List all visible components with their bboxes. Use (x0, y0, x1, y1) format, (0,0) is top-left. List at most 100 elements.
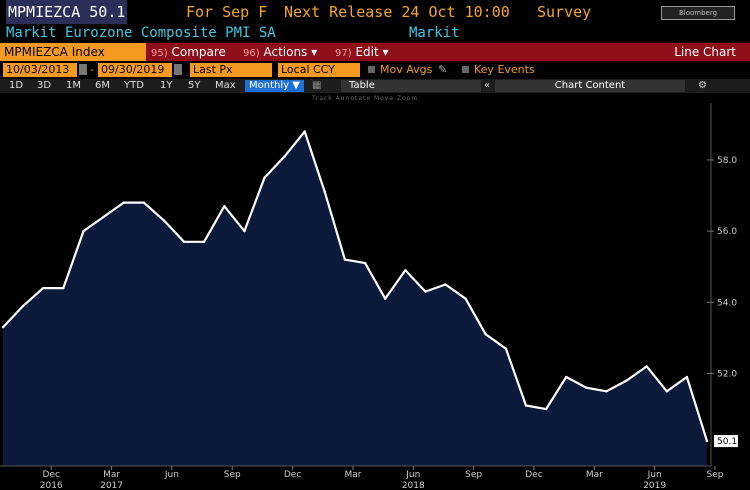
data-point (705, 439, 709, 443)
tab-3d[interactable]: 3D (37, 80, 52, 91)
data-point (625, 379, 628, 382)
chart-tool-labels: Track Annotate Move Zoom (312, 95, 419, 102)
chart-content-button[interactable]: Chart Content (495, 80, 685, 92)
price-field-select[interactable]: Last Px (190, 63, 272, 77)
edit-button[interactable]: 97) Edit ▾ (335, 43, 389, 63)
actions-button[interactable]: 96) Actions ▾ (243, 43, 317, 63)
start-date-field[interactable]: 10/03/2013 (3, 63, 77, 77)
actions-shortcut: 96) (243, 48, 260, 59)
edit-shortcut: 97) (335, 48, 352, 59)
plot-area (0, 103, 750, 490)
security-header: MPMIEZCA 50.1 For Sep F Next Release 24 … (0, 0, 750, 24)
data-point (484, 333, 487, 336)
y-tick-label: 58.0 (717, 156, 737, 166)
x-tick-label: Jun (647, 470, 662, 480)
tab-max[interactable]: Max (215, 80, 236, 91)
compare-shortcut: 95) (151, 48, 168, 59)
y-tick-label: 52.0 (717, 369, 737, 379)
data-point (142, 201, 145, 204)
table-button[interactable]: Table (341, 80, 481, 92)
x-tick-label: Mar (103, 470, 120, 480)
data-point (363, 261, 367, 265)
tab-5y[interactable]: 5Y (188, 80, 201, 91)
x-tick-label: Dec (525, 470, 542, 480)
axes: 52.0 54.0 56.0 58.0 50.1 Dec Mar Jun Sep Dec Mar Ju… (0, 103, 738, 490)
ticker-last-value: MPMIEZCA 50.1 (6, 0, 128, 24)
x-tick-label: Dec (43, 470, 60, 480)
data-point (565, 375, 568, 379)
y-tick-label: 56.0 (717, 227, 737, 237)
data-point (384, 297, 387, 300)
chart-tool-strip: Track Annotate Move Zoom (0, 93, 750, 103)
last-value-label: 50.1 (717, 437, 737, 447)
end-calendar-icon[interactable] (174, 64, 182, 75)
for-period: For Sep F (186, 3, 268, 21)
x-year-label: 2016 (40, 481, 63, 490)
x-tick-label: Dec (284, 470, 301, 480)
gear-icon[interactable]: ⚙ (698, 80, 707, 91)
data-point (544, 407, 548, 411)
survey-label: Survey (537, 3, 592, 21)
date-range-controls: 10/03/2013 - 09/30/2019 Last Px Local CC… (0, 62, 750, 78)
bloomberg-logo: Bloomberg (661, 6, 735, 20)
data-point (343, 258, 347, 261)
key-events-checkbox[interactable] (462, 66, 469, 73)
tab-1y[interactable]: 1Y (160, 80, 173, 91)
start-calendar-icon[interactable] (79, 64, 87, 75)
x-tick-label: Sep (707, 470, 724, 480)
data-point (62, 286, 65, 290)
data-point (303, 130, 306, 133)
end-date-field[interactable]: 09/30/2019 (98, 63, 172, 77)
data-point (42, 286, 45, 290)
data-point (444, 283, 447, 286)
x-tick-label: Mar (344, 470, 361, 480)
data-point (424, 290, 427, 293)
date-separator: - (90, 63, 94, 76)
security-description-row: Markit Eurozone Composite PMI SA Markit (0, 23, 750, 43)
last-value-box (714, 435, 738, 448)
data-point (665, 390, 668, 393)
collapse-icon[interactable]: « (484, 80, 491, 91)
table-label: Table (349, 80, 375, 91)
data-point (504, 347, 508, 350)
x-tick-label: Sep (465, 470, 482, 480)
x-tick-label: Jun (405, 470, 420, 480)
data-point (524, 404, 528, 407)
key-events-label[interactable]: Key Events (474, 63, 535, 76)
data-point (1, 326, 5, 329)
mov-avgs-checkbox[interactable] (368, 66, 375, 73)
data-point (102, 215, 105, 219)
tab-6m[interactable]: 6M (95, 80, 110, 91)
chart-type-label[interactable]: Line Chart (674, 45, 736, 59)
x-tick-label: Sep (224, 470, 241, 480)
function-toolbar: MPMIEZCA Index 95) Compare 96) Actions ▾… (0, 43, 750, 61)
chart-tools-icon[interactable]: ▦ (312, 80, 322, 91)
period-tabs: 1D 3D 1M 6M YTD 1Y 5Y Max Monthly ▼ ▦ Ta… (0, 79, 750, 93)
currency-select[interactable]: Local CCY (278, 63, 360, 77)
pmi-line-chart[interactable]: 52.0 54.0 56.0 58.0 50.1 Dec Mar Jun Sep Dec Mar Ju… (0, 103, 750, 490)
data-point (202, 240, 206, 243)
next-release: Next Release 24 Oct 10:00 (284, 3, 510, 21)
x-year-label: 2018 (402, 481, 425, 490)
mov-avgs-label[interactable]: Mov Avgs (380, 63, 433, 76)
compare-button[interactable]: 95) Compare (151, 43, 226, 63)
frequency-select[interactable]: Monthly ▼ (245, 80, 304, 92)
tab-1d[interactable]: 1D (9, 80, 24, 91)
data-point (122, 201, 125, 204)
data-point (323, 190, 326, 194)
tab-1m[interactable]: 1M (66, 80, 81, 91)
data-point (685, 375, 689, 379)
tab-ytd[interactable]: YTD (124, 80, 144, 91)
data-point (585, 386, 588, 389)
x-tick-label: Mar (586, 470, 603, 480)
data-point (283, 155, 286, 158)
data-point (605, 390, 608, 393)
data-point (162, 219, 166, 222)
pencil-icon[interactable]: ✎ (438, 63, 448, 76)
data-point (404, 269, 407, 272)
data-point (223, 205, 226, 208)
actions-label: Actions ▾ (263, 45, 318, 59)
security-field[interactable]: MPMIEZCA Index (0, 43, 146, 61)
security-description: Markit Eurozone Composite PMI SA (6, 25, 276, 41)
data-point (82, 229, 85, 233)
